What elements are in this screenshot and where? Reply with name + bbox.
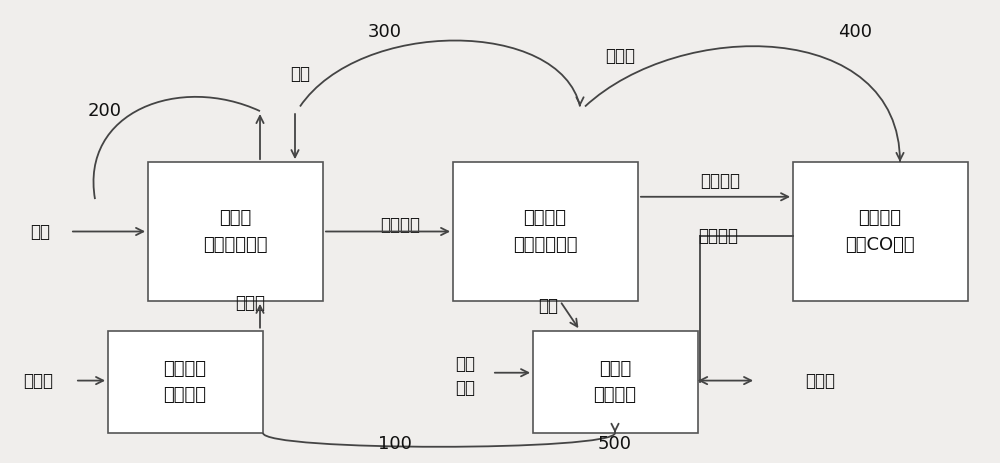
Text: 200: 200 xyxy=(88,102,122,120)
Text: 燃料煤: 燃料煤 xyxy=(23,372,53,389)
Text: 甲醇
氧气: 甲醇 氧气 xyxy=(455,355,475,397)
Text: 400: 400 xyxy=(838,24,872,41)
Text: 解析气: 解析气 xyxy=(605,47,635,64)
Text: 热解尾气: 热解尾气 xyxy=(380,216,420,233)
Text: 变压吸附
提取氢气单元: 变压吸附 提取氢气单元 xyxy=(513,209,577,254)
Text: 褐煤: 褐煤 xyxy=(30,223,50,240)
Text: 变压吸附
提取CO单元: 变压吸附 提取CO单元 xyxy=(845,209,915,254)
Text: 双床气化
生产单元: 双床气化 生产单元 xyxy=(164,360,207,404)
Text: 乙二醇: 乙二醇 xyxy=(805,372,835,389)
Bar xyxy=(452,162,638,301)
Text: 提氢尾气: 提氢尾气 xyxy=(700,172,740,189)
Text: 乙二醇
生产单元: 乙二醇 生产单元 xyxy=(594,360,637,404)
Text: 燃料气: 燃料气 xyxy=(235,294,265,312)
Text: 半焦: 半焦 xyxy=(290,65,310,83)
Bar xyxy=(792,162,968,301)
Bar xyxy=(532,331,698,433)
Bar xyxy=(148,162,322,301)
Text: 氢气: 氢气 xyxy=(538,297,558,314)
Text: 500: 500 xyxy=(598,436,632,453)
Bar xyxy=(108,331,262,433)
Text: 300: 300 xyxy=(368,24,402,41)
Text: 100: 100 xyxy=(378,436,412,453)
Text: 煤热解
生产半焦单元: 煤热解 生产半焦单元 xyxy=(203,209,267,254)
Text: 一氧化碳: 一氧化碳 xyxy=(698,227,738,245)
